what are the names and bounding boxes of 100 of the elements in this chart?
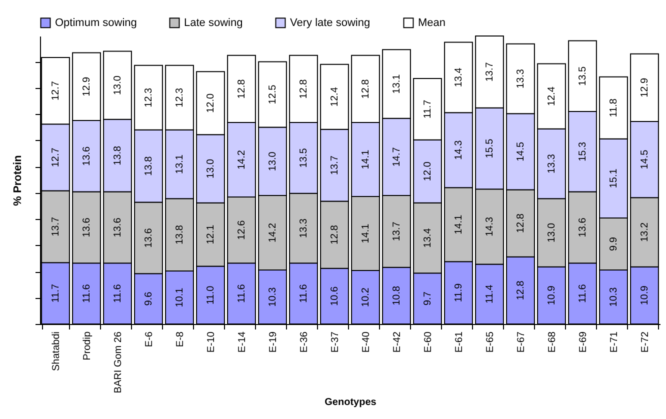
data-label: 9.9 xyxy=(608,236,620,251)
data-label: 13.3 xyxy=(298,218,310,238)
x-tick-label: E-67 xyxy=(516,331,527,353)
data-label: 13.2 xyxy=(640,222,650,242)
x-tick-label: E-40 xyxy=(361,331,372,353)
x-tick-label: E-10 xyxy=(206,331,217,353)
data-label: 15.3 xyxy=(578,142,588,162)
x-tick-label: E-8 xyxy=(175,331,186,348)
legend-label: Very late sowing xyxy=(290,16,370,29)
x-tick-label: E-14 xyxy=(237,331,248,353)
data-label: 10.6 xyxy=(330,286,340,306)
data-label: 13.6 xyxy=(578,217,588,238)
data-label: 12.9 xyxy=(640,78,650,98)
data-label: 12.0 xyxy=(422,161,434,182)
data-label: 14.1 xyxy=(360,149,372,170)
data-label: 14.2 xyxy=(268,222,278,242)
data-label: 13.7 xyxy=(392,221,402,242)
x-tick-label: E-19 xyxy=(268,331,279,353)
data-label: 14.7 xyxy=(392,146,402,167)
data-label: 11.6 xyxy=(112,284,124,303)
data-label: 14.3 xyxy=(484,216,496,236)
data-label: 14.5 xyxy=(640,149,650,170)
x-tick-label: E-71 xyxy=(609,331,620,353)
y-axis-title: % Protein xyxy=(12,154,24,206)
data-label: 9.7 xyxy=(422,291,434,306)
x-tick-label: E-72 xyxy=(640,331,651,353)
x-tick-label: E-61 xyxy=(454,331,465,353)
data-label: 11.6 xyxy=(578,284,588,303)
data-label: 12.6 xyxy=(236,220,248,240)
data-label: 12.8 xyxy=(330,224,340,245)
data-label: 12.7 xyxy=(50,147,62,168)
data-label: 12.8 xyxy=(516,213,526,234)
x-tick-label: E-69 xyxy=(578,331,589,353)
data-label: 15.1 xyxy=(608,168,620,188)
legend-label: Optimum sowing xyxy=(55,16,137,29)
data-label: 13.0 xyxy=(112,75,124,96)
data-label: 11.8 xyxy=(608,98,620,118)
data-label: 14.5 xyxy=(516,142,526,162)
data-label: 12.7 xyxy=(50,80,62,101)
data-label: 13.7 xyxy=(50,216,62,236)
data-label: 11.7 xyxy=(50,284,62,303)
data-label: 13.0 xyxy=(546,222,558,242)
data-label: 13.0 xyxy=(206,158,216,178)
data-label: 13.3 xyxy=(516,68,526,88)
x-tick-label: E-6 xyxy=(144,331,155,348)
data-label: 11.9 xyxy=(454,282,464,302)
x-tick-label: E-65 xyxy=(485,331,496,353)
data-label: 10.1 xyxy=(174,287,186,308)
x-tick-label: E-68 xyxy=(547,331,558,353)
data-label: 13.6 xyxy=(82,217,92,238)
data-label: 12.8 xyxy=(360,78,372,99)
data-label: 11.6 xyxy=(298,284,310,303)
data-label: 11.0 xyxy=(206,285,216,305)
data-label: 13.7 xyxy=(330,155,340,176)
data-label: 13.4 xyxy=(454,67,464,88)
data-label: 11.7 xyxy=(422,99,434,119)
data-label: 12.8 xyxy=(236,78,248,99)
x-tick-label: E-37 xyxy=(330,331,341,353)
data-label: 12.9 xyxy=(82,76,92,96)
data-label: 13.0 xyxy=(268,151,278,172)
data-label: 12.3 xyxy=(144,87,154,108)
data-label: 11.4 xyxy=(484,284,496,304)
data-label: 13.3 xyxy=(546,154,558,174)
data-label: 14.1 xyxy=(360,223,372,244)
data-label: 9.6 xyxy=(144,291,154,306)
data-label: 11.6 xyxy=(236,284,248,303)
x-tick-label: BARI Gom 26 xyxy=(113,331,124,394)
data-label: 13.8 xyxy=(144,156,154,176)
data-label: 13.6 xyxy=(144,228,154,248)
data-label: 11.6 xyxy=(82,284,92,303)
legend-label: Mean xyxy=(418,16,446,29)
data-label: 13.7 xyxy=(484,62,496,82)
data-label: 13.5 xyxy=(578,66,588,86)
legend-label: Late sowing xyxy=(184,16,243,29)
data-label: 13.6 xyxy=(112,217,124,238)
data-label: 10.8 xyxy=(392,286,402,306)
data-label: 13.4 xyxy=(422,228,434,248)
x-axis-title: Genotypes xyxy=(324,397,377,408)
x-tick-label: E-60 xyxy=(423,331,434,353)
data-label: 13.1 xyxy=(392,74,402,94)
data-label: 14.3 xyxy=(454,140,464,160)
data-label: 15.5 xyxy=(484,138,496,158)
data-label: 13.6 xyxy=(82,146,92,166)
data-label: 12.0 xyxy=(206,92,216,113)
data-label: 12.8 xyxy=(516,280,526,300)
x-tick-label: E-36 xyxy=(299,331,310,353)
data-label: 12.4 xyxy=(546,86,558,106)
data-label: 12.1 xyxy=(206,224,216,244)
data-label: 10.3 xyxy=(608,286,620,307)
data-label: 10.9 xyxy=(640,285,650,306)
data-label: 13.8 xyxy=(174,224,186,245)
data-label: 12.3 xyxy=(174,87,186,108)
data-label: 12.5 xyxy=(268,84,278,104)
data-label: 13.5 xyxy=(298,148,310,168)
data-label: 14.1 xyxy=(454,214,464,234)
data-label: 10.9 xyxy=(546,285,558,306)
data-label: 10.2 xyxy=(360,287,372,307)
data-label: 12.8 xyxy=(298,78,310,99)
x-tick-label: E-42 xyxy=(392,331,403,353)
data-label: 12.4 xyxy=(330,86,340,107)
